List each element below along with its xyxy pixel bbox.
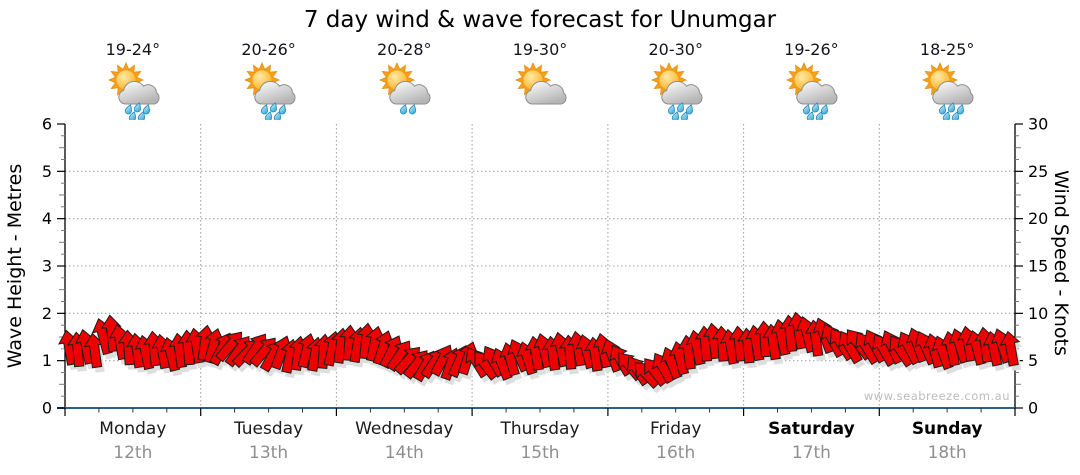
partly-cloudy-showers-icon bbox=[922, 62, 974, 120]
wave-height-tick-label: 2 bbox=[42, 304, 52, 323]
day-date-label: 16th bbox=[656, 443, 696, 463]
wind-speed-tick-label: 5 bbox=[1028, 351, 1038, 370]
wave-height-tick-label: 6 bbox=[42, 115, 52, 134]
wind-arrows bbox=[58, 311, 1021, 390]
temperature-range: 20-30° bbox=[648, 40, 703, 59]
day-name-label: Saturday bbox=[768, 419, 855, 439]
temperature-range: 18-25° bbox=[919, 40, 975, 59]
day-date-label: 18th bbox=[927, 443, 967, 463]
chart-title: 7 day wind & wave forecast for Unumgar bbox=[303, 7, 777, 33]
wind-speed-tick-label: 25 bbox=[1028, 162, 1048, 181]
day-name-label: Thursday bbox=[500, 419, 580, 439]
partly-cloudy-icon bbox=[515, 62, 567, 105]
wind-speed-tick-label: 10 bbox=[1028, 304, 1048, 323]
day-header: 19-24° bbox=[65, 40, 201, 120]
wind-speed-tick-label: 20 bbox=[1028, 209, 1048, 228]
day-name-label: Tuesday bbox=[233, 419, 304, 439]
wave-height-tick-label: 4 bbox=[42, 209, 52, 228]
partly-cloudy-light-showers-icon bbox=[379, 62, 431, 115]
day-date-label: 14th bbox=[384, 443, 424, 463]
watermark: www.seabreeze.com.au bbox=[863, 389, 1010, 403]
wind-speed-tick-label: 15 bbox=[1028, 257, 1048, 276]
wind-speed-tick-label: 0 bbox=[1028, 399, 1038, 418]
day-date-label: 13th bbox=[249, 443, 289, 463]
left-axis-title: Wave Height - Metres bbox=[4, 163, 26, 369]
temperature-range: 19-30° bbox=[512, 40, 568, 59]
day-name-label: Wednesday bbox=[355, 419, 454, 439]
right-axis-title: Wind Speed - Knots bbox=[1050, 170, 1072, 356]
day-header: 19-26° bbox=[743, 40, 879, 120]
day-header: 18-25° bbox=[879, 40, 1015, 120]
wave-height-tick-label: 1 bbox=[42, 351, 52, 370]
wave-height-tick-label: 0 bbox=[42, 399, 52, 418]
partly-cloudy-showers-icon bbox=[786, 62, 838, 120]
partly-cloudy-showers-icon bbox=[650, 62, 703, 120]
day-date-label: 12th bbox=[113, 443, 153, 463]
day-name-label: Friday bbox=[649, 419, 702, 439]
day-date-label: 15th bbox=[520, 443, 560, 463]
day-header: 20-30° bbox=[608, 40, 744, 120]
wave-height-tick-label: 5 bbox=[42, 162, 52, 181]
day-header: 19-30° bbox=[472, 40, 608, 120]
day-name-label: Sunday bbox=[911, 419, 983, 439]
temperature-range: 19-26° bbox=[784, 40, 839, 59]
day-name-label: Monday bbox=[99, 419, 167, 439]
wave-height-tick-label: 3 bbox=[42, 257, 52, 276]
day-date-label: 17th bbox=[791, 443, 831, 463]
temperature-range: 20-26° bbox=[241, 40, 296, 59]
temperature-range: 19-24° bbox=[105, 40, 161, 59]
day-header: 20-28° bbox=[336, 40, 472, 120]
wind-speed-tick-label: 30 bbox=[1028, 115, 1048, 134]
partly-cloudy-showers-icon bbox=[243, 62, 296, 120]
partly-cloudy-showers-icon bbox=[107, 62, 160, 120]
temperature-range: 20-28° bbox=[377, 40, 432, 59]
day-header: 20-26° bbox=[201, 40, 337, 120]
wind-arrow bbox=[999, 330, 1021, 367]
